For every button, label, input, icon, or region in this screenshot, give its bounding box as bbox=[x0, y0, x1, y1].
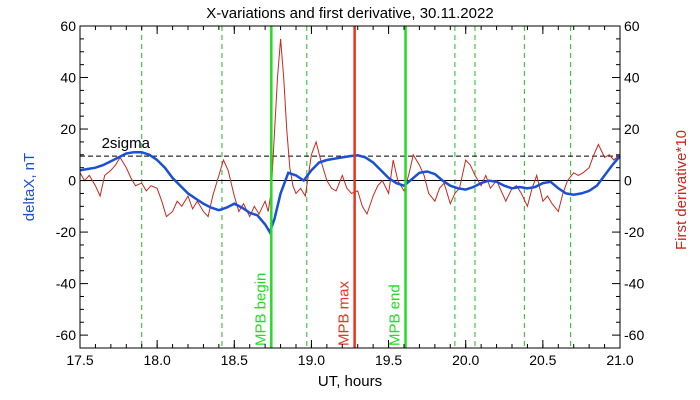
plot-frame bbox=[79, 25, 621, 349]
x-tick-label: 17.5 bbox=[66, 352, 93, 368]
x-tick-label: 19.0 bbox=[298, 352, 325, 368]
y-axis-left-label: deltaX, nT bbox=[21, 153, 38, 221]
y-right-tick-label: -60 bbox=[624, 327, 644, 343]
mpb-end-label: MPB end bbox=[387, 284, 404, 346]
threshold-label: 2sigma bbox=[102, 135, 151, 152]
y-right-tick-label: -40 bbox=[624, 276, 644, 292]
y-left-tick-label: 0 bbox=[68, 173, 76, 189]
mpb-begin-label: MPB begin bbox=[252, 273, 269, 346]
y-right-tick-label: -20 bbox=[624, 224, 644, 240]
y-right-tick-label: 20 bbox=[624, 121, 640, 137]
x-axis-label: UT, hours bbox=[318, 373, 382, 390]
mpb-max-label: MPB max bbox=[336, 280, 353, 346]
x-tick-label: 18.5 bbox=[221, 352, 248, 368]
chart-title: X-variations and first derivative, 30.11… bbox=[206, 5, 493, 22]
y-left-tick-label: -60 bbox=[56, 327, 76, 343]
mpb-lines: MPB begin MPB max MPB end bbox=[252, 26, 407, 348]
deltax-series-line bbox=[79, 150, 621, 235]
y-right-tick-label: 60 bbox=[624, 18, 640, 34]
y-left-tick-label: 60 bbox=[60, 18, 76, 34]
y-left-tick-label: -20 bbox=[56, 224, 76, 240]
y-left-tick-label: 40 bbox=[60, 70, 76, 86]
reference-lines bbox=[80, 155, 620, 182]
y-left-tick-label: -40 bbox=[56, 276, 76, 292]
x-tick-label: 20.5 bbox=[529, 352, 556, 368]
y-axis-right-ticks: -60 -40 -20 0 20 40 60 bbox=[612, 18, 644, 343]
y-axis-right-label: First derivative*10 bbox=[673, 130, 690, 250]
x-tick-label: 18.0 bbox=[144, 352, 171, 368]
x-tick-label: 21.0 bbox=[606, 352, 633, 368]
derivative-series-line bbox=[79, 38, 621, 218]
y-axis-left-ticks: -60 -40 -20 0 20 40 60 bbox=[56, 18, 88, 343]
y-right-tick-label: 40 bbox=[624, 70, 640, 86]
x-axis-ticks: 17.5 18.0 18.5 19.0 19.5 20.0 20.5 21.0 bbox=[66, 26, 634, 368]
x-tick-label: 19.5 bbox=[375, 352, 402, 368]
y-left-tick-label: 20 bbox=[60, 121, 76, 137]
y-right-tick-label: 0 bbox=[624, 173, 632, 189]
x-tick-label: 20.0 bbox=[452, 352, 479, 368]
